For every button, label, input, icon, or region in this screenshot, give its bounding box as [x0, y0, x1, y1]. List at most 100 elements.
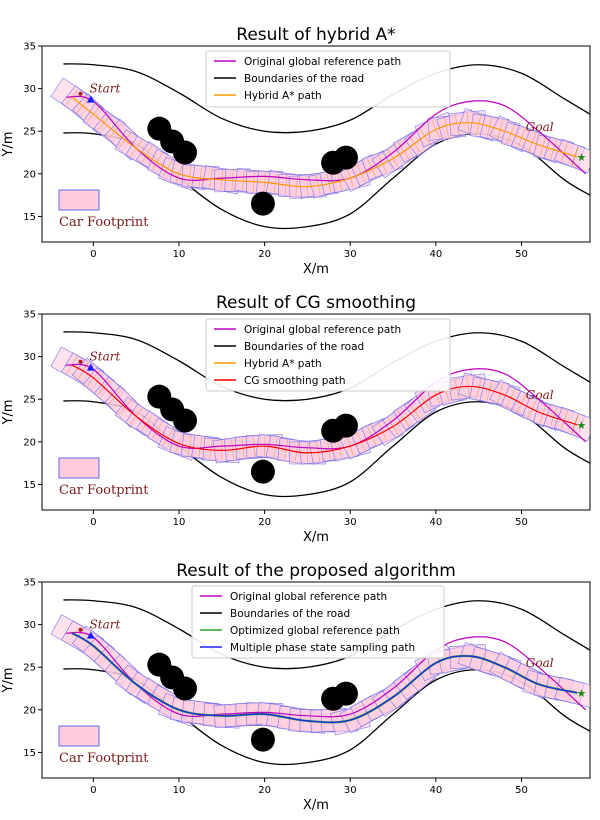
y-tick-label: 25 — [23, 127, 36, 138]
start-point — [78, 91, 83, 96]
legend-label-boundaries: Boundaries of the road — [244, 73, 364, 85]
goal-label: Goal — [526, 120, 554, 134]
y-tick-label: 35 — [23, 42, 36, 53]
obstacle — [250, 459, 275, 484]
x-tick-label: 20 — [258, 785, 271, 796]
y-tick-label: 15 — [23, 212, 36, 223]
y-tick-label: 20 — [23, 169, 36, 180]
footprint-label: Car Footprint — [59, 215, 149, 230]
legend-label-boundaries: Boundaries of the road — [230, 608, 350, 620]
chart-title: Result of the proposed algorithm — [176, 561, 456, 581]
x-tick-label: 0 — [90, 517, 96, 528]
obstacle — [333, 145, 358, 170]
start-label: Start — [90, 618, 121, 632]
x-tick-label: 10 — [173, 517, 186, 528]
legend-box — [191, 585, 445, 659]
y-tick-label: 25 — [23, 663, 36, 674]
legend-label-hybrid: Hybrid A* path — [244, 358, 322, 370]
plot-area: Start ★ Goal — [50, 331, 590, 498]
obstacle — [250, 191, 275, 216]
x-tick-label: 40 — [430, 517, 443, 528]
x-axis-label: X/m — [303, 262, 329, 277]
legend: Original global reference path Boundarie… — [205, 50, 451, 108]
axis-ticks: 0 10 20 30 40 50 15 20 25 30 35 — [23, 42, 528, 261]
y-axis-label: Y/m — [1, 668, 16, 694]
footprint-legend-swatch — [58, 457, 100, 479]
y-tick-label: 20 — [23, 437, 36, 448]
goal-label: Goal — [526, 656, 554, 670]
road-upper-boundary — [63, 331, 590, 402]
x-tick-label: 10 — [173, 249, 186, 260]
plot-frame — [41, 313, 591, 511]
panel-hybrid-a-star: Result of hybrid A* Start ★ Goal 0 10 20 30 40… — [1, 25, 591, 277]
y-tick-label: 15 — [23, 480, 36, 491]
goal-star-icon: ★ — [577, 687, 587, 700]
legend-label-reference: Original global reference path — [244, 324, 401, 336]
legend: Original global reference path Boundarie… — [205, 318, 451, 392]
x-tick-label: 50 — [515, 249, 528, 260]
start-label: Start — [90, 82, 121, 96]
obstacle — [173, 408, 197, 433]
road-upper-boundary — [63, 599, 590, 670]
start-marker — [86, 363, 95, 371]
obstacle — [173, 140, 197, 165]
legend-box — [205, 318, 451, 392]
y-tick-label: 20 — [23, 705, 36, 716]
plot-frame — [41, 45, 591, 243]
legend-label-cg: CG smoothing path — [244, 375, 346, 387]
axis-ticks: 0 10 20 30 40 50 15 20 25 30 35 — [23, 578, 528, 797]
footprint-label: Car Footprint — [59, 751, 149, 766]
x-tick-label: 10 — [173, 785, 186, 796]
y-axis-label: Y/m — [1, 132, 16, 158]
x-tick-label: 30 — [344, 785, 357, 796]
legend-box — [205, 50, 451, 108]
x-tick-label: 30 — [344, 517, 357, 528]
start-label: Start — [90, 350, 121, 364]
x-tick-label: 50 — [515, 517, 528, 528]
legend-label-boundaries: Boundaries of the road — [244, 341, 364, 353]
y-tick-label: 30 — [23, 620, 36, 631]
y-tick-label: 25 — [23, 395, 36, 406]
plot-area: Start ★ Goal — [50, 63, 590, 230]
legend-label-optimized: Optimized global reference path — [230, 625, 400, 637]
axis-ticks: 0 10 20 30 40 50 15 20 25 30 35 — [23, 310, 528, 529]
road-upper-boundary — [63, 63, 590, 134]
x-tick-label: 0 — [90, 249, 96, 260]
obstacle — [333, 413, 358, 438]
x-tick-label: 30 — [344, 249, 357, 260]
legend: Original global reference path Boundarie… — [191, 585, 445, 659]
x-axis-label: X/m — [303, 798, 329, 813]
y-tick-label: 30 — [23, 352, 36, 363]
x-tick-label: 40 — [430, 249, 443, 260]
footprint-legend-swatch — [58, 725, 100, 747]
plot-frame — [41, 581, 591, 779]
goal-star-icon: ★ — [577, 419, 587, 432]
y-tick-label: 30 — [23, 84, 36, 95]
start-marker — [86, 95, 95, 103]
panel-proposed-algorithm: Result of the proposed algorithm Start ★ G… — [1, 561, 591, 813]
start-point — [78, 359, 83, 364]
planned-path-line — [71, 96, 578, 188]
x-tick-label: 20 — [258, 249, 271, 260]
legend-label-reference: Original global reference path — [230, 591, 387, 603]
goal-star-icon: ★ — [577, 151, 587, 164]
obstacle — [333, 681, 358, 706]
x-tick-label: 40 — [430, 785, 443, 796]
x-tick-label: 20 — [258, 517, 271, 528]
goal-label: Goal — [526, 388, 554, 402]
plot-area: Start ★ Goal — [50, 599, 590, 766]
y-tick-label: 15 — [23, 748, 36, 759]
y-tick-label: 35 — [23, 310, 36, 321]
x-axis-label: X/m — [303, 530, 329, 545]
legend-label-hybrid: Hybrid A* path — [244, 90, 322, 102]
footprint-label: Car Footprint — [59, 483, 149, 498]
start-marker — [86, 631, 95, 639]
chart-title: Result of hybrid A* — [236, 25, 395, 45]
x-tick-label: 50 — [515, 785, 528, 796]
chart-title: Result of CG smoothing — [216, 293, 416, 313]
y-axis-label: Y/m — [1, 400, 16, 426]
start-point — [78, 627, 83, 632]
legend-label-sampling: Multiple phase state sampling path — [230, 642, 415, 654]
obstacle — [173, 676, 197, 701]
